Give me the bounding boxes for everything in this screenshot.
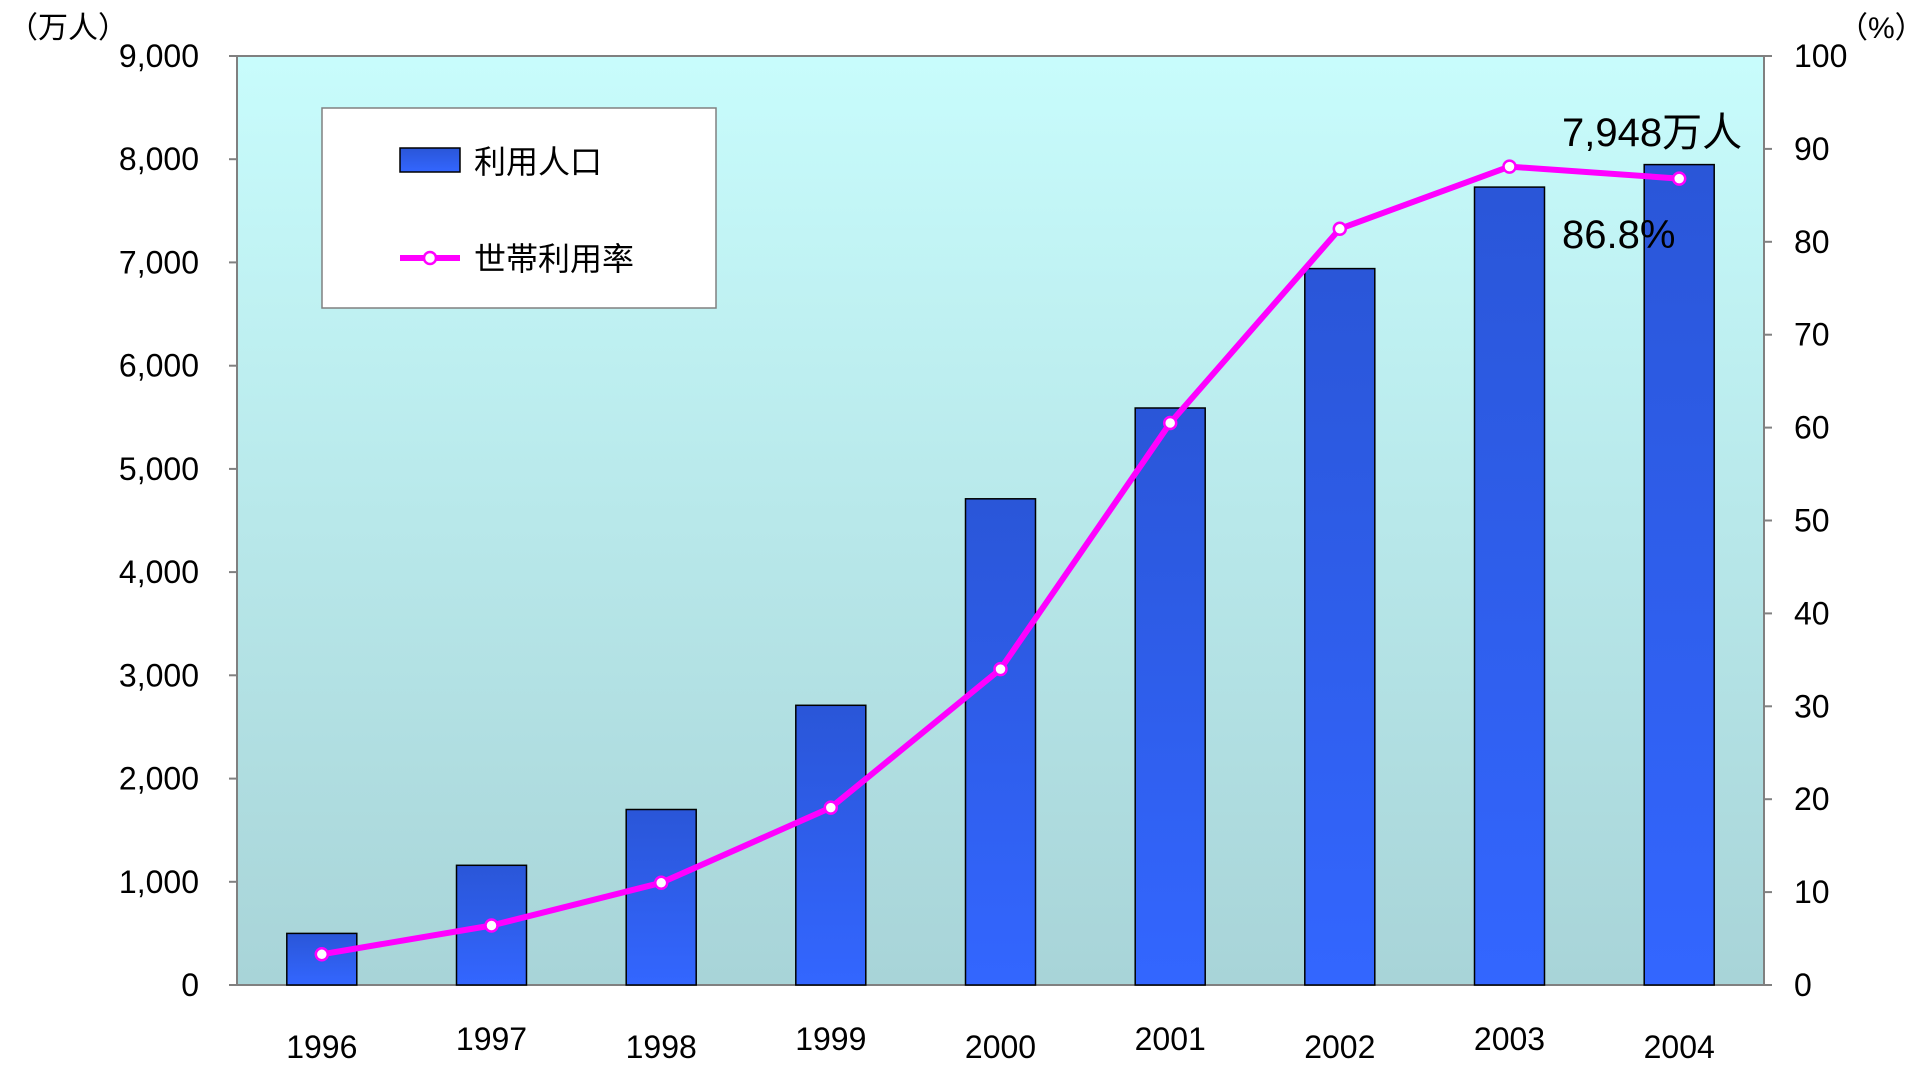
axes-layer: 0 1,000 2,000 3,000 4,000 5,000 6,000 7,000 8,00… (119, 38, 1847, 1065)
left-tick-label: 1,000 (119, 864, 199, 900)
right-tick-label: 20 (1794, 781, 1830, 817)
legend-bar-swatch (399, 147, 461, 173)
bar-1999 (795, 704, 867, 986)
right-tick-label: 60 (1794, 410, 1830, 446)
left-axis-unit: （万人） (8, 12, 128, 45)
x-tick-label: 2002 (1304, 1029, 1375, 1064)
right-tick-label: 10 (1794, 874, 1830, 910)
rate-point-2002 (1332, 221, 1348, 237)
right-tick-label: 40 (1794, 595, 1830, 631)
legend-label-rate: 世帯利用率 (474, 241, 634, 277)
bar-2003 (1473, 186, 1546, 986)
rate-point-2000 (993, 661, 1008, 677)
rate-point-2001 (1162, 415, 1178, 431)
line-layer (314, 159, 1687, 962)
x-tick-label: 2003 (1474, 1021, 1545, 1057)
annotation-population: 7,948万人 (1562, 111, 1742, 155)
bar-1998 (625, 808, 697, 986)
x-tick-label: 2000 (965, 1029, 1036, 1064)
bar-2001 (1134, 407, 1206, 986)
left-tick-label: 8,000 (119, 141, 199, 177)
left-tick-label: 6,000 (119, 348, 199, 384)
left-tick-label: 4,000 (119, 554, 199, 590)
legend-label-population: 利用人口 (474, 144, 602, 180)
bar-2000 (964, 498, 1037, 986)
legend: 利用人口 世帯利用率 (321, 107, 717, 309)
right-tick-label: 70 (1794, 317, 1830, 353)
rate-point-1997 (484, 918, 499, 933)
left-tick-label: 3,000 (119, 657, 199, 693)
rate-point-1996 (314, 947, 330, 962)
rate-point-1999 (823, 800, 839, 815)
right-tick-label: 80 (1794, 224, 1830, 260)
right-axis-unit: （%） (1838, 12, 1918, 45)
annotation-rate: 86.8% (1562, 213, 1675, 257)
right-tick-label: 30 (1794, 688, 1830, 724)
x-tick-label: 1999 (795, 1021, 866, 1057)
bar-2004 (1643, 163, 1715, 986)
rate-point-2003 (1502, 159, 1517, 174)
legend-box (321, 107, 717, 309)
rate-point-2004 (1671, 171, 1687, 186)
left-tick-label: 7,000 (119, 244, 199, 280)
bar-2002 (1304, 267, 1376, 986)
x-tick-label: 2001 (1135, 1021, 1206, 1057)
x-tick-label: 1998 (626, 1029, 697, 1064)
bars-layer (286, 163, 1715, 986)
left-tick-label: 5,000 (119, 451, 199, 487)
legend-line-marker (422, 250, 438, 266)
x-tick-label: 2004 (1644, 1029, 1715, 1064)
right-tick-label: 0 (1794, 967, 1812, 1003)
left-tick-label: 2,000 (119, 761, 199, 797)
rate-point-1998 (653, 875, 669, 891)
right-tick-label: 100 (1794, 38, 1847, 74)
right-tick-label: 50 (1794, 503, 1830, 539)
x-tick-label: 1997 (456, 1021, 527, 1057)
right-tick-label: 90 (1794, 131, 1830, 167)
x-tick-label: 1996 (286, 1029, 357, 1064)
left-tick-label: 0 (181, 967, 199, 1003)
left-tick-label: 9,000 (119, 38, 199, 74)
